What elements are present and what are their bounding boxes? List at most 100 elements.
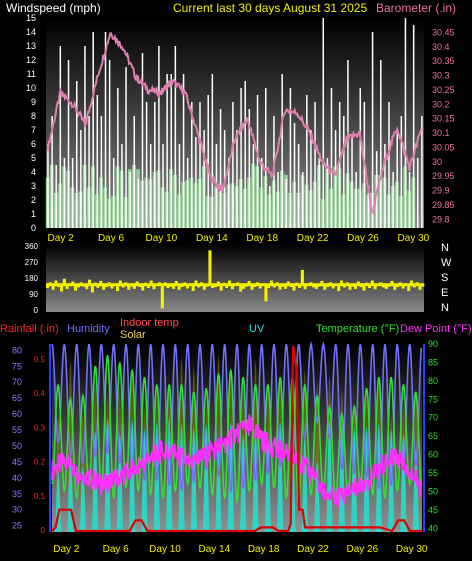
wind-gust-bar bbox=[334, 130, 337, 228]
wind-direction-mark bbox=[186, 283, 190, 289]
wind-direction-mark bbox=[415, 282, 419, 287]
wind-direction-mark bbox=[65, 283, 69, 289]
barometer-tick-label: 29.95 bbox=[432, 171, 455, 181]
wind-direction-mark bbox=[197, 283, 201, 288]
wind-gust-bar bbox=[104, 32, 107, 228]
wind-direction-mark bbox=[345, 282, 349, 287]
wind-direction-mark bbox=[51, 283, 55, 290]
wind-direction-mark bbox=[328, 282, 332, 287]
wind-direction-mark bbox=[194, 280, 198, 287]
wind-gust-bar bbox=[318, 158, 320, 228]
wind-direction-mark bbox=[107, 282, 111, 287]
wind-direction-mark bbox=[421, 283, 425, 287]
wind-direction-mark bbox=[68, 283, 72, 287]
wind-direction-mark bbox=[412, 283, 416, 288]
legend-label: Solar bbox=[120, 329, 146, 341]
wind-gust-bar bbox=[359, 88, 361, 228]
wind-gust-bar bbox=[211, 74, 214, 228]
wind-gust-bar bbox=[137, 179, 140, 228]
barometer-line bbox=[47, 32, 423, 216]
rainfall-line bbox=[51, 345, 422, 533]
wind-direction-mark bbox=[191, 283, 195, 292]
wind-gust-bar bbox=[92, 32, 94, 228]
windspeed-axis-label: Windspeed (mph) bbox=[6, 1, 101, 15]
wind-direction-mark bbox=[169, 283, 173, 287]
day-tick-label: Day 30 bbox=[398, 233, 430, 244]
rainfall-tick-label: 0.1 bbox=[34, 492, 46, 501]
wind-gust-bar bbox=[289, 88, 292, 228]
barometer-tick-label: 29.9 bbox=[432, 186, 450, 196]
wind-gust-bar bbox=[412, 25, 415, 228]
wind-gust-bar bbox=[121, 144, 123, 228]
windspeed-tick-label: 1 bbox=[31, 209, 36, 219]
windspeed-tick-label: 13 bbox=[26, 41, 36, 51]
direction-tick-label: 360 bbox=[25, 242, 39, 251]
wind-direction-mark bbox=[401, 283, 405, 289]
wind-direction-mark bbox=[82, 283, 86, 287]
wind-direction-mark bbox=[390, 280, 394, 287]
wind-direction-mark bbox=[410, 280, 414, 287]
wind-gust-bar bbox=[174, 46, 177, 228]
wind-direction-mark bbox=[244, 283, 248, 287]
barometer-tick-label: 30.3 bbox=[432, 71, 450, 81]
wind-direction-mark bbox=[300, 269, 304, 287]
wind-direction-mark bbox=[54, 280, 58, 287]
day-tick-label: Day 22 bbox=[297, 544, 329, 555]
direction-tick-label: 180 bbox=[25, 274, 39, 283]
wind-direction-mark bbox=[382, 283, 386, 288]
barometer-tick-label: 30.15 bbox=[432, 114, 455, 124]
day-tick-label: Day 6 bbox=[103, 544, 130, 555]
wind-gust-bar bbox=[277, 172, 279, 228]
wind-gust-bar bbox=[322, 18, 325, 228]
wind-gust-bar bbox=[63, 158, 66, 228]
wind-direction-mark bbox=[216, 281, 220, 287]
wind-gust-bar bbox=[240, 88, 242, 228]
wind-direction-mark bbox=[88, 279, 92, 287]
wind-direction-mark bbox=[326, 283, 330, 288]
windspeed-tick-label: 14 bbox=[26, 27, 36, 37]
wind-direction-mark bbox=[286, 281, 290, 287]
wind-direction-mark bbox=[48, 282, 52, 287]
wind-direction-mark bbox=[121, 283, 125, 288]
humidity-tick-label: 70 bbox=[12, 377, 22, 387]
wind-direction-mark bbox=[141, 283, 145, 291]
compass-label: N bbox=[441, 242, 449, 254]
day-tick-label: Day 26 bbox=[346, 544, 378, 555]
day-tick-label: Day 26 bbox=[347, 233, 379, 244]
wind-gust-bar bbox=[264, 88, 267, 228]
rainfall-tick-label: 0.4 bbox=[34, 389, 46, 398]
wind-gust-bar bbox=[141, 53, 144, 228]
wind-gust-bar bbox=[47, 144, 49, 228]
wind-direction-mark bbox=[222, 282, 226, 287]
wind-gust-bar bbox=[51, 116, 53, 228]
barometer-tick-label: 30.25 bbox=[432, 85, 455, 95]
day-tick-label: Day 30 bbox=[396, 544, 428, 555]
wind-direction-mark bbox=[62, 278, 66, 287]
wind-direction-mark bbox=[93, 282, 97, 287]
wind-gust-bar bbox=[166, 74, 168, 228]
wind-direction-mark bbox=[393, 283, 397, 290]
wind-direction-mark bbox=[373, 283, 377, 290]
wind-direction-mark bbox=[264, 283, 268, 302]
wind-gust-bar bbox=[244, 81, 246, 228]
humidity-tick-label: 65 bbox=[12, 393, 22, 403]
wind-direction-mark bbox=[219, 283, 223, 291]
wind-direction-mark bbox=[418, 283, 422, 290]
wind-gust-bar bbox=[355, 172, 357, 228]
wind-direction-mark bbox=[398, 282, 402, 287]
uv-area bbox=[52, 415, 422, 532]
wind-gust-bar bbox=[297, 144, 300, 228]
wind-direction-mark bbox=[258, 283, 262, 289]
wind-gust-bar bbox=[384, 144, 386, 228]
temperature-tick-label: 80 bbox=[428, 376, 438, 386]
wind-direction-mark bbox=[317, 283, 321, 287]
wind-direction-mark bbox=[135, 281, 139, 287]
wind-gust-bar bbox=[96, 95, 99, 228]
wind-direction-mark bbox=[144, 282, 148, 287]
wind-direction-mark bbox=[132, 283, 136, 289]
temperature-tick-label: 50 bbox=[428, 486, 438, 496]
wind-gust-bar bbox=[310, 130, 312, 228]
day-tick-label: Day 6 bbox=[98, 233, 125, 244]
